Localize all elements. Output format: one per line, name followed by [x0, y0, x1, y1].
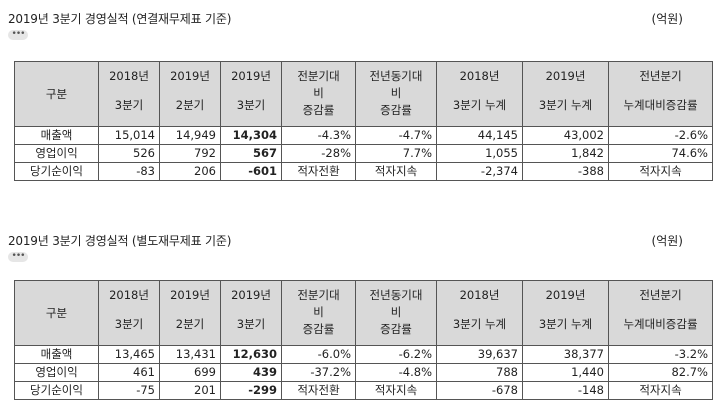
table-row: 당기순이익 -83 206 -601 적자전환 적자지속 -2,374 -388… — [14, 162, 713, 181]
cell: -83 — [98, 162, 160, 181]
cell: -75 — [98, 381, 160, 400]
cell: 38,377 — [522, 345, 609, 364]
cell: 82.7% — [608, 363, 713, 382]
header-2018-q3: 2018년 3분기 — [98, 280, 160, 346]
cell: 43,002 — [522, 126, 609, 145]
header-yoy-change: 전년동기대 비 증감률 — [355, 280, 437, 346]
header-cumulative-change: 전년분기 누계대비증감률 — [608, 280, 713, 346]
cell: -6.0% — [281, 345, 356, 364]
table-row: 매출액 15,014 14,949 14,304 -4.3% -4.7% 44,… — [14, 126, 713, 145]
results-table: 구분 2018년 3분기 2019년 2분기 2019년 3분기 전분기대 비 증감률 전… — [14, 61, 713, 181]
cell: -4.3% — [281, 126, 356, 145]
cell: 12,630 — [220, 345, 282, 364]
cell: 567 — [220, 144, 282, 163]
row-label: 매출액 — [14, 126, 99, 145]
header-2018-q3-cumulative: 2018년 3분기 누계 — [436, 280, 523, 346]
header-row: 구분 2018년 3분기 2019년 2분기 2019년 3분기 전분기대 비 증감률 전… — [14, 280, 713, 346]
cell: 적자지속 — [355, 381, 437, 400]
cell: -2.6% — [608, 126, 713, 145]
header-qoq-change: 전분기대 비 증감률 — [281, 280, 356, 346]
header-2019-q2: 2019년 2분기 — [159, 61, 221, 127]
row-label: 매출액 — [14, 345, 99, 364]
row-label: 당기순이익 — [14, 381, 99, 400]
unit-label: (억원) — [651, 12, 683, 26]
header-2018-q3: 2018년 3분기 — [98, 61, 160, 127]
table-row: 영업이익 526 792 567 -28% 7.7% 1,055 1,842 7… — [14, 144, 713, 163]
header-2019-q3-cumulative: 2019년 3분기 누계 — [522, 280, 609, 346]
cell: 적자지속 — [608, 381, 713, 400]
cell: 792 — [159, 144, 221, 163]
header-cumulative-change: 전년분기 누계대비증감률 — [608, 61, 713, 127]
cell: 적자지속 — [355, 162, 437, 181]
cell: 206 — [159, 162, 221, 181]
section-title: 2019년 3분기 경영실적 (별도재무제표 기준) — [8, 234, 232, 248]
cell: -601 — [220, 162, 282, 181]
cell: 13,465 — [98, 345, 160, 364]
cell: 14,949 — [159, 126, 221, 145]
cell: -4.7% — [355, 126, 437, 145]
row-label: 영업이익 — [14, 144, 99, 163]
row-label: 영업이익 — [14, 363, 99, 382]
header-2019-q3: 2019년 3분기 — [220, 280, 282, 346]
cell: 1,842 — [522, 144, 609, 163]
header-gubun: 구분 — [14, 61, 99, 127]
header-gubun: 구분 — [14, 280, 99, 346]
header-2019-q3-cumulative: 2019년 3분기 누계 — [522, 61, 609, 127]
cell: 201 — [159, 381, 221, 400]
section-title: 2019년 3분기 경영실적 (연결재무제표 기준) — [8, 12, 232, 26]
cell: 699 — [159, 363, 221, 382]
row-label: 당기순이익 — [14, 162, 99, 181]
cell: 788 — [436, 363, 523, 382]
cell: 439 — [220, 363, 282, 382]
header-2019-q2: 2019년 2분기 — [159, 280, 221, 346]
cell: -6.2% — [355, 345, 437, 364]
cell: 461 — [98, 363, 160, 382]
cell: 1,055 — [436, 144, 523, 163]
cell: -4.8% — [355, 363, 437, 382]
header-2018-q3-cumulative: 2018년 3분기 누계 — [436, 61, 523, 127]
cell: -28% — [281, 144, 356, 163]
results-table: 구분 2018년 3분기 2019년 2분기 2019년 3분기 전분기대 비 증감률 전… — [14, 280, 713, 400]
cell: 1,440 — [522, 363, 609, 382]
table-row: 당기순이익 -75 201 -299 적자전환 적자지속 -678 -148 적… — [14, 381, 713, 400]
cell: -299 — [220, 381, 282, 400]
header-row: 구분 2018년 3분기 2019년 2분기 2019년 3분기 전분기대 비 증감률 전… — [14, 61, 713, 127]
more-options-icon[interactable]: ••• — [8, 252, 28, 262]
cell: 적자지속 — [608, 162, 713, 181]
cell: 15,014 — [98, 126, 160, 145]
cell: 13,431 — [159, 345, 221, 364]
cell: -148 — [522, 381, 609, 400]
cell: 526 — [98, 144, 160, 163]
table-row: 영업이익 461 699 439 -37.2% -4.8% 788 1,440 … — [14, 363, 713, 382]
table-row: 매출액 13,465 13,431 12,630 -6.0% -6.2% 39,… — [14, 345, 713, 364]
cell: 14,304 — [220, 126, 282, 145]
header-2019-q3: 2019년 3분기 — [220, 61, 282, 127]
cell: 적자전환 — [281, 381, 356, 400]
cell: -678 — [436, 381, 523, 400]
cell: 39,637 — [436, 345, 523, 364]
cell: -37.2% — [281, 363, 356, 382]
unit-label: (억원) — [651, 234, 683, 248]
cell: -388 — [522, 162, 609, 181]
header-qoq-change: 전분기대 비 증감률 — [281, 61, 356, 127]
more-options-icon[interactable]: ••• — [8, 30, 28, 40]
header-yoy-change: 전년동기대 비 증감률 — [355, 61, 437, 127]
cell: -2,374 — [436, 162, 523, 181]
cell: 7.7% — [355, 144, 437, 163]
cell: 적자전환 — [281, 162, 356, 181]
cell: -3.2% — [608, 345, 713, 364]
cell: 44,145 — [436, 126, 523, 145]
cell: 74.6% — [608, 144, 713, 163]
